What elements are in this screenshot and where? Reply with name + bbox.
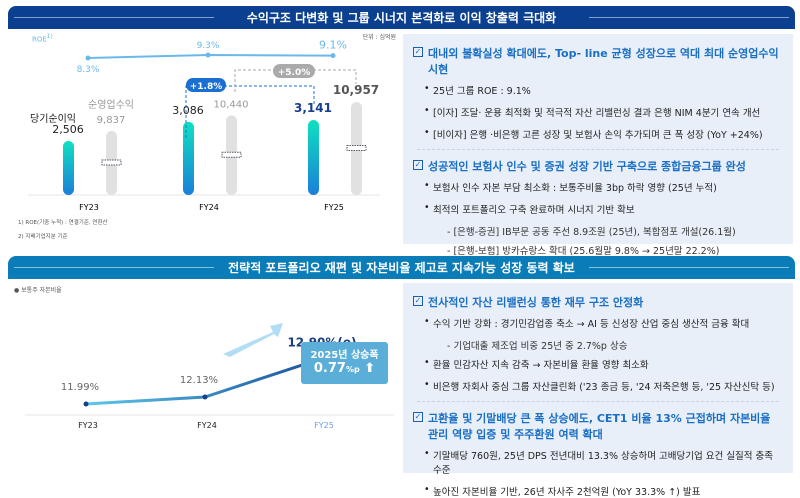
section-heading: ✓ 전사적인 자산 리밸런싱 통한 재무 구조 안정화 [413,294,783,310]
roe-label: 9.3% [197,41,220,51]
footnote-1: 1) ROE(기중 누적) : 연결기준, 연환산 [18,220,108,226]
heading-text: 전사적인 자산 리밸런싱 통한 재무 구조 안정화 [428,296,644,309]
highlights-panel-2: ✓ 전사적인 자산 리밸런싱 통한 재무 구조 안정화수익 기반 강화 : 경기민… [403,283,793,498]
cet1-point [83,401,89,407]
section-heading: ✓ 성공적인 보험사 인수 및 증권 성장 기반 구축으로 종합금융그룹 완성 [413,158,783,174]
bullet-item: [비이자] 은행 ·비은행 고른 성장 및 보험사 손익 추가되며 큰 폭 성장… [424,127,783,141]
bullet-item: 수익 기반 강화 : 경기민감업종 축소 → AI 등 신성장 산업 중심 생산… [424,316,783,330]
checkbox-icon: ✓ [413,412,423,422]
heading-text: 고환율 및 기말배당 큰 폭 상승에도, CET1 비율 13% 근접하며 자본… [428,412,771,441]
legend-cet1: ● 보통주 자본비율 [14,287,62,294]
bullet-item: [이자] 조달· 운용 최적화 및 적극적 자산 리밸런싱 결과 은행 NIM … [424,105,783,119]
x-tick-label: FY24 [199,203,219,212]
section2-banner: 전략적 포트폴리오 재편 및 자본비율 제고로 지속가능 성장 동력 확보 [8,256,795,279]
x-tick-label: FY25 [314,421,334,430]
heading-text: 성공적인 보험사 인수 및 증권 성장 기반 구축으로 종합금융그룹 완성 [428,160,746,173]
net-income-bar [308,120,319,195]
profit-chart-svg: 2,506 9,837 FY23 8.3% 3,086 10,440 FY24 9.3% 3,1… [28,39,380,212]
x-tick-label: FY23 [79,203,99,212]
net-income-bar [183,121,194,195]
bullet-item: 기말배당 760원, 25년 DPS 전년대비 13.3% 상승하며 고배당기업… [424,448,783,476]
section2-title: 전략적 포트폴리오 재편 및 자본비율 제고로 지속가능 성장 동력 확보 [228,261,575,275]
roe-label: 8.3% [77,65,100,75]
bullet-item: 보험사 인수 자본 부담 최소화 : 보통주비율 3bp 하락 영향 (25년 … [424,180,783,194]
net-revenue-label: 9,837 [97,115,126,126]
x-tick-label: FY23 [78,421,98,430]
net-income-label: 2,506 [52,123,84,136]
highlights-panel-1: ✓ 대내외 불확실성 확대에도, Top- line 균형 성장으로 역대 최대 … [403,34,793,257]
growth-net-badge [186,78,226,92]
section-heading: ✓ 고환율 및 기말배당 큰 폭 상승에도, CET1 비율 13% 근접하며 자… [413,410,783,442]
section1-title: 수익구조 다변화 및 그룹 시너지 본격화로 이익 창출력 극대화 [246,11,557,25]
cet1-value-label: 12.13% [180,375,218,386]
callout-value: 0.77 [313,361,346,376]
net-income-label: 3,141 [294,101,332,115]
callout-unit: %p [345,365,360,374]
bullet-item: 최적의 포트폴리오 구축 완료하며 시너지 기반 확보 [424,202,783,216]
legend-net-income: 당기순이익 [30,114,76,125]
x-tick-label: FY24 [197,421,217,430]
net-revenue-label: 10,440 [214,99,249,110]
net-income-label: 3,086 [172,104,204,117]
callout-title: 2025년 상승폭 [310,350,379,361]
cet1-value-label: 11.99% [61,382,99,393]
bullet-item: 환율 민감자산 지속 감축 → 자본비율 환율 영향 최소화 [424,357,783,371]
legend-net-revenue: 순영업수익 [88,100,134,111]
bullet-item: 비은행 자회사 중심 그룹 자산클린화 ('23 종금 등, '24 저축은행 … [424,379,783,393]
roe-line [87,53,334,59]
divider [417,149,779,150]
axis-break-icon [221,151,242,158]
sub-item: - 기업대출 제조업 비중 25년 중 2.7%p 상승 [447,341,628,352]
net-income-bar [63,141,74,195]
profit-chart: ROE1) 단위 : 십억원 당기순이익 순영업수익 2,506 9,837 FY2… [8,30,400,242]
section-heading: ✓ 대내외 불확실성 확대에도, Top- line 균형 성장으로 역대 최대 … [413,45,783,77]
growth-rev-text: +5.0% [278,68,311,78]
callout-box: 2025년 상승폭 0.77%p ⬆ [301,342,388,384]
axis-break-icon [101,159,122,166]
bullet-item: 25년 그룹 ROE : 9.1% [424,83,783,97]
growth-rev-badge [273,64,315,78]
cet1-point [202,394,208,400]
trend-arrow-icon [223,323,283,357]
x-tick-label: FY25 [324,203,344,212]
growth-net-connector [185,85,315,138]
cet1-chart: ● 보통주 자본비율 11.99%FY2312.13%FY2412.90%(e)… [8,282,400,442]
net-revenue-label: 10,957 [333,83,379,97]
checkbox-icon: ✓ [413,296,423,306]
arrow-up-icon: ⬆ [364,361,376,376]
growth-net-text: +1.8% [190,82,223,92]
bullet-item: 높아진 자본비율 기반, 26년 자사주 2천억원 (YoY 33.3% ↑) … [424,484,783,498]
checkbox-icon: ✓ [413,160,423,170]
unit-label: 단위 : 십억원 [362,34,396,41]
checkbox-icon: ✓ [413,47,423,57]
divider [417,401,779,402]
section1-banner: 수익구조 다변화 및 그룹 시너지 본격화로 이익 창출력 극대화 [8,6,795,29]
footnote-2: 2) 지배기업지분 기준 [18,234,68,240]
sub-item: - [은행-증권] IB부문 공동 주선 8.9조원 (25년), 복합점포 개… [447,227,736,238]
roe-label: ROE1) [32,34,53,44]
axis-break-icon [346,145,367,151]
heading-text: 대내외 불확실성 확대에도, Top- line 균형 성장으로 역대 최대 순… [428,47,779,76]
roe-label: 9.1% [319,39,347,52]
sub-item: - [은행-보험] 방카슈랑스 확대 (25.6월말 9.8% → 25년말 2… [447,246,720,257]
